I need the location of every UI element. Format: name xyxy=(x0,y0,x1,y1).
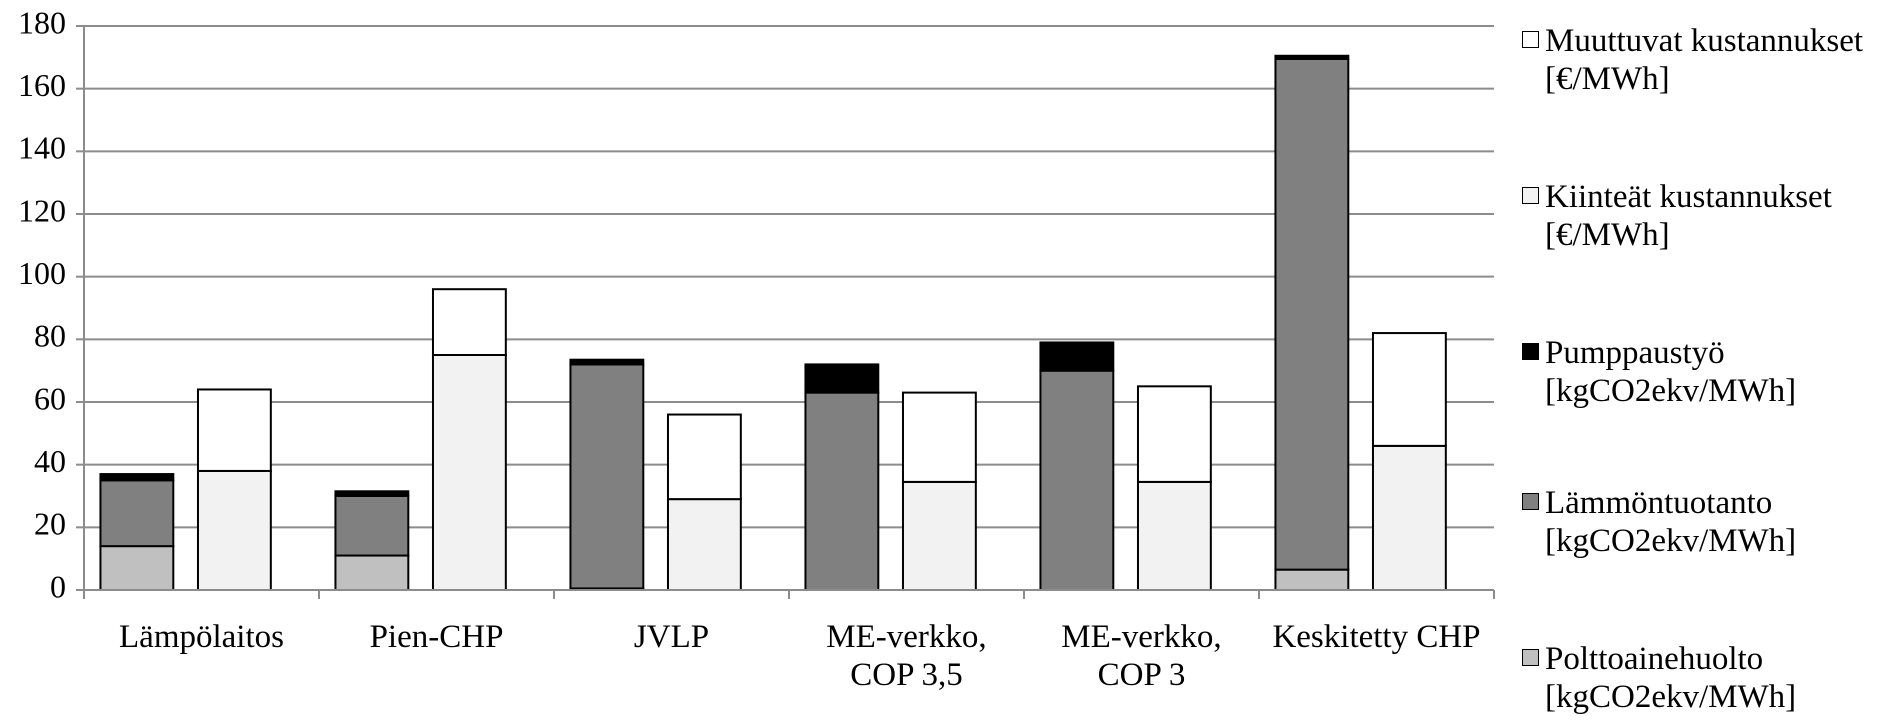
bar-segment xyxy=(334,495,410,557)
bar-segment xyxy=(1039,341,1115,372)
bar-segment xyxy=(666,413,742,501)
bar-segment xyxy=(1371,332,1447,447)
y-tick-label: 160 xyxy=(18,67,66,103)
x-tick-label: Keskitetty CHP xyxy=(1272,619,1481,655)
bar-segment xyxy=(1274,568,1350,592)
bar-segment xyxy=(431,354,507,591)
bar-segment xyxy=(1136,385,1212,483)
bar-segment xyxy=(99,473,175,482)
legend-swatch xyxy=(1522,343,1539,360)
legend-swatch xyxy=(1522,31,1539,48)
bar-segment xyxy=(99,545,175,592)
x-tick-label: Pien-CHP xyxy=(369,619,504,655)
y-tick-label: 120 xyxy=(18,192,66,228)
bar-segment xyxy=(334,490,410,497)
legend-entry: Pumppaustyö [kgCO2ekv/MWh] xyxy=(1522,334,1881,410)
bar-segment xyxy=(1039,369,1115,591)
legend-swatch xyxy=(1522,493,1539,510)
bar-segment xyxy=(569,358,645,366)
legend-swatch xyxy=(1522,187,1539,204)
legend-entry: Polttoainehuolto [kgCO2ekv/MWh] xyxy=(1522,640,1881,716)
x-tick-label: ME-verkko, COP 3,5 xyxy=(826,619,987,693)
bar-segment xyxy=(901,480,977,591)
bar-segment xyxy=(99,479,175,548)
bar-segment xyxy=(1371,444,1447,591)
x-tick-label: JVLP xyxy=(633,619,710,655)
bar-segment xyxy=(1136,480,1212,591)
legend-label: Lämmöntuotanto [kgCO2ekv/MWh] xyxy=(1545,485,1797,559)
bar-segment xyxy=(196,469,272,591)
legend-label: Kiinteät kustannukset [€/MWh] xyxy=(1545,179,1832,253)
y-tick-label: 180 xyxy=(18,4,66,40)
y-tick-label: 80 xyxy=(34,318,66,354)
legend-label: Pumppaustyö [kgCO2ekv/MWh] xyxy=(1545,335,1797,409)
bar-segment xyxy=(666,498,742,591)
legend-swatch xyxy=(1522,649,1539,666)
bar-segment xyxy=(1274,54,1350,60)
x-tick-label: ME-verkko, COP 3 xyxy=(1061,619,1222,693)
bar-segment xyxy=(334,554,410,591)
bar-segment xyxy=(901,391,977,483)
legend-entry: Muuttuvat kustannukset [€/MWh] xyxy=(1522,22,1881,98)
y-tick-label: 60 xyxy=(34,380,66,416)
bar-segment xyxy=(569,363,645,590)
y-tick-label: 0 xyxy=(50,568,66,604)
bar-segment xyxy=(431,288,507,357)
legend-label: Muuttuvat kustannukset [€/MWh] xyxy=(1545,23,1864,97)
y-tick-label: 40 xyxy=(34,443,66,479)
legend-entry: Kiinteät kustannukset [€/MWh] xyxy=(1522,178,1881,254)
x-tick-label: Lämpölaitos xyxy=(119,619,284,655)
y-tick-label: 20 xyxy=(34,506,66,542)
bar-segment xyxy=(1274,57,1350,571)
legend-label: Polttoainehuolto [kgCO2ekv/MWh] xyxy=(1545,641,1797,715)
legend-entry: Lämmöntuotanto [kgCO2ekv/MWh] xyxy=(1522,484,1881,560)
y-tick-label: 100 xyxy=(18,255,66,291)
bar-segment xyxy=(804,391,880,591)
bar-segment xyxy=(196,388,272,472)
y-tick-label: 140 xyxy=(18,130,66,166)
bar-segment xyxy=(804,363,880,394)
